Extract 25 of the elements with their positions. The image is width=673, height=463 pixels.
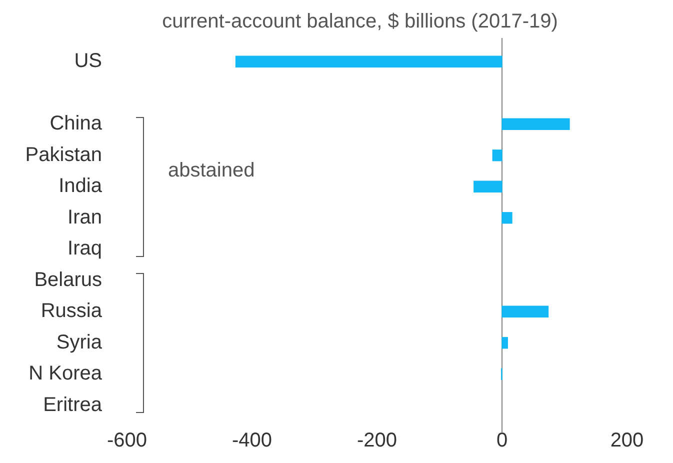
y-tick-label: N Korea — [28, 362, 103, 385]
bar — [492, 150, 502, 162]
y-tick-label: Syria — [56, 331, 103, 354]
y-tick-label: Pakistan — [25, 144, 102, 166]
bar — [502, 118, 570, 130]
bar — [235, 56, 502, 68]
y-tick-label: China — [50, 112, 103, 135]
y-tick-label: Belarus — [34, 268, 102, 291]
x-tick-label: -200 — [356, 430, 398, 452]
y-tick-label: Russia — [40, 300, 103, 322]
y-tick-label: Iran — [68, 206, 102, 228]
x-tick-label: -400 — [232, 430, 272, 452]
bar — [502, 337, 508, 349]
y-tick-label: Eritrea — [43, 394, 103, 416]
x-tick-label: 0 — [496, 430, 508, 452]
x-tick-label: -600 — [106, 430, 148, 452]
y-tick-label: India — [58, 175, 103, 198]
x-tick-label: 200 — [610, 430, 644, 452]
annotation: abstained — [168, 160, 255, 182]
bar — [502, 306, 549, 318]
chart-title: current-account balance, $ billions (2017-19) — [162, 10, 558, 33]
y-tick-label: Iraq — [68, 238, 102, 260]
bar — [474, 180, 502, 192]
y-tick-label: US — [74, 50, 102, 72]
bar — [502, 212, 512, 224]
